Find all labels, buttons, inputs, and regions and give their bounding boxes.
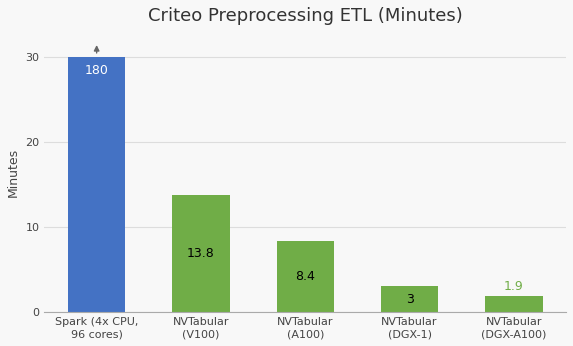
Text: 1.9: 1.9	[504, 280, 524, 293]
Text: 13.8: 13.8	[187, 247, 215, 260]
Y-axis label: Minutes: Minutes	[7, 147, 20, 197]
Bar	[172, 195, 230, 312]
Text: 3: 3	[406, 293, 414, 306]
Bar	[68, 57, 125, 312]
Bar	[485, 296, 543, 312]
Title: Criteo Preprocessing ETL (Minutes): Criteo Preprocessing ETL (Minutes)	[148, 7, 462, 25]
Text: 180: 180	[85, 64, 108, 77]
Bar	[381, 286, 438, 312]
Bar	[277, 241, 334, 312]
Text: 8.4: 8.4	[295, 270, 315, 283]
